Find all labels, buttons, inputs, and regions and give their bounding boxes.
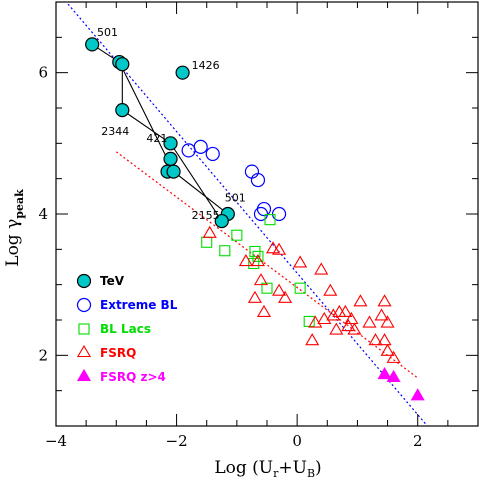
data-point xyxy=(386,369,401,382)
y-axis-label: Log γpeak xyxy=(3,189,26,267)
data-point xyxy=(264,214,276,226)
data-point xyxy=(380,343,395,356)
legend-item: FSRQ z>4 xyxy=(76,368,166,384)
data-point xyxy=(308,315,323,328)
axis-ticks xyxy=(55,1,479,427)
data-point xyxy=(374,308,389,321)
data-point xyxy=(272,283,287,296)
data-point xyxy=(341,318,356,332)
data-point xyxy=(271,206,287,222)
data-point xyxy=(326,308,341,321)
data-point xyxy=(205,146,220,162)
legend-marker xyxy=(76,297,92,313)
source-label: 501 xyxy=(97,26,118,39)
data-point xyxy=(278,290,293,303)
data-point xyxy=(294,282,306,294)
data-point xyxy=(115,57,130,72)
data-point xyxy=(238,253,253,267)
x-tick-label: 2 xyxy=(413,432,423,450)
plot-area xyxy=(67,3,429,426)
legend-item: FSRQ xyxy=(76,344,136,360)
legend-item: TeV xyxy=(76,273,125,289)
legend-marker xyxy=(76,368,92,382)
data-point xyxy=(219,245,231,257)
data-point xyxy=(410,388,425,401)
data-point xyxy=(163,151,178,166)
data-point xyxy=(329,322,344,335)
source-label: 1426 xyxy=(192,59,220,72)
data-point xyxy=(377,294,392,307)
data-point xyxy=(163,136,178,151)
y-tick-label: 2 xyxy=(38,346,48,364)
data-point xyxy=(202,225,217,238)
legend-label: BL Lacs xyxy=(100,322,151,336)
data-point xyxy=(85,37,100,52)
data-point xyxy=(353,294,368,307)
x-tick-label: −4 xyxy=(45,432,67,450)
data-point xyxy=(344,311,359,325)
legend-item: BL Lacs xyxy=(78,322,151,336)
data-point xyxy=(293,255,308,268)
legend-marker xyxy=(76,344,92,358)
data-point xyxy=(377,367,392,380)
data-point xyxy=(175,65,190,80)
data-point xyxy=(317,311,332,325)
y-tick-label: 4 xyxy=(38,205,48,223)
legend-marker xyxy=(78,323,90,335)
data-point xyxy=(265,241,281,254)
legend-marker xyxy=(76,273,92,289)
data-point xyxy=(305,333,320,346)
data-point xyxy=(253,273,269,286)
data-point xyxy=(338,304,353,317)
data-point xyxy=(377,333,392,346)
data-point xyxy=(386,350,401,363)
legend-label: TeV xyxy=(100,274,125,288)
data-point xyxy=(368,333,383,346)
data-point xyxy=(248,257,260,270)
source-label: 501 xyxy=(225,191,246,204)
data-point xyxy=(362,315,377,328)
legend-item: Extreme BL xyxy=(76,297,178,313)
x-tick-label: −2 xyxy=(166,432,188,450)
data-point xyxy=(166,164,181,179)
data-point xyxy=(250,253,266,267)
data-point xyxy=(193,139,208,154)
data-point xyxy=(256,304,272,317)
data-point xyxy=(380,315,395,328)
data-point xyxy=(115,103,130,118)
data-point xyxy=(272,242,287,255)
data-point xyxy=(253,206,269,222)
series-fsrq xyxy=(202,225,401,363)
data-point xyxy=(247,290,262,303)
series-fsrq-z-4 xyxy=(377,367,425,401)
data-point xyxy=(250,172,266,188)
source-label: 2155 xyxy=(192,209,220,222)
legend-label: FSRQ z>4 xyxy=(100,370,166,384)
data-point xyxy=(252,250,264,262)
data-point xyxy=(347,322,362,335)
data-point xyxy=(323,283,338,296)
data-point xyxy=(231,229,243,241)
data-point xyxy=(261,282,273,294)
data-point xyxy=(214,213,229,229)
source-annotations: 501 1426 2344 421 501 2155 xyxy=(97,26,246,222)
x-axis-label: Log (Ur+UB) xyxy=(214,458,321,480)
legend-label: Extreme BL xyxy=(100,298,178,312)
series-extreme-bl xyxy=(181,139,287,222)
source-label: 2344 xyxy=(101,125,129,138)
series-tev xyxy=(85,37,235,229)
source-label: 421 xyxy=(146,132,167,145)
fit-line xyxy=(67,3,429,426)
legend-label: FSRQ xyxy=(100,346,136,360)
axis-tick-labels: −4 −2 0 2 2 4 6 xyxy=(38,64,422,450)
y-tick-label: 6 xyxy=(38,64,48,82)
legend: TeV Extreme BL BL Lacs FSRQ FSRQ z>4 xyxy=(76,273,178,384)
data-point xyxy=(314,262,329,275)
x-tick-label: 0 xyxy=(292,432,302,450)
